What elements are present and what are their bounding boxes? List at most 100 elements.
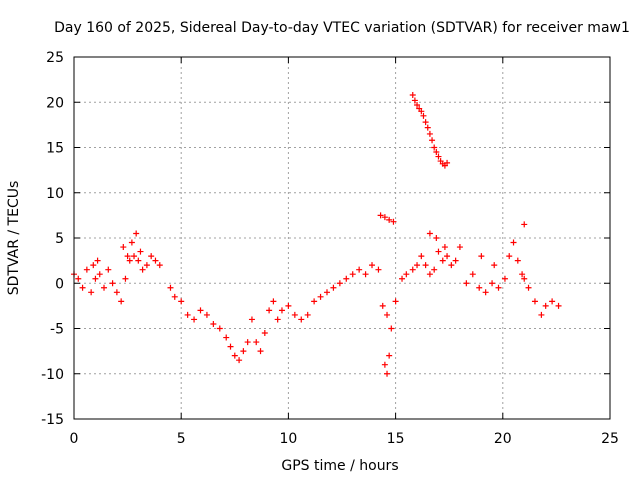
data-point [418, 108, 425, 115]
data-point [356, 266, 363, 273]
data-point [343, 275, 350, 282]
data-point [257, 348, 264, 355]
data-point [143, 262, 150, 269]
data-point [133, 230, 140, 237]
data-point [128, 239, 135, 246]
data-point [261, 330, 268, 337]
data-point [426, 230, 433, 237]
gridlines [74, 57, 610, 419]
data-point [422, 119, 429, 126]
y-tick-label: -5 [50, 322, 64, 338]
data-point [424, 124, 431, 131]
data-point [555, 302, 562, 309]
data-point [510, 239, 517, 246]
axis-ticks: 0 5 10 15 20 25 -15 -10 -5 0 5 10 15 20 25 [41, 50, 619, 447]
data-point [452, 257, 459, 264]
data-point [495, 284, 502, 291]
data-point [349, 271, 356, 278]
data-point [433, 149, 440, 156]
plot-frame [73, 56, 611, 420]
data-point [386, 352, 393, 359]
data-point [420, 112, 427, 119]
y-tick-label: 10 [46, 186, 64, 202]
y-tick-label: -15 [41, 412, 64, 428]
data-point [178, 298, 185, 305]
y-tick-label: -10 [41, 367, 64, 383]
data-point [525, 284, 532, 291]
data-point [431, 144, 438, 151]
data-point [184, 311, 191, 318]
data-point [441, 244, 448, 251]
data-point [444, 253, 451, 260]
data-point [409, 266, 416, 273]
data-point [418, 253, 425, 260]
data-point [549, 298, 556, 305]
data-point [266, 307, 273, 314]
x-tick-label: 0 [70, 431, 79, 447]
data-point [489, 280, 496, 287]
data-point [139, 266, 146, 273]
data-point [478, 253, 485, 260]
data-point [538, 311, 545, 318]
data-point [253, 339, 260, 346]
data-point [379, 302, 386, 309]
data-point [210, 320, 217, 327]
data-point [227, 343, 234, 350]
data-point [75, 275, 82, 282]
data-point [439, 257, 446, 264]
data-point [390, 218, 397, 225]
data-point [521, 221, 528, 228]
data-point [403, 271, 410, 278]
data-point [476, 284, 483, 291]
x-tick-label: 5 [177, 431, 186, 447]
data-point [362, 271, 369, 278]
data-point [90, 262, 97, 269]
x-tick-label: 25 [601, 431, 619, 447]
data-point [542, 302, 549, 309]
data-point [118, 298, 125, 305]
data-point [135, 257, 142, 264]
data-point [96, 271, 103, 278]
data-point [248, 316, 255, 323]
data-point [463, 280, 470, 287]
data-point [501, 275, 508, 282]
data-point [386, 216, 393, 223]
data-point [148, 253, 155, 260]
y-tick-label: 5 [55, 231, 64, 247]
data-point [88, 289, 95, 296]
data-point [444, 159, 451, 166]
data-point [414, 262, 421, 269]
data-point [223, 334, 230, 341]
data-point [137, 248, 144, 255]
y-axis-label: SDTVAR / TECUs [6, 181, 22, 296]
data-point [519, 271, 526, 278]
data-point [101, 284, 108, 291]
data-point [105, 266, 112, 273]
data-point [203, 311, 210, 318]
data-point [156, 262, 163, 269]
y-tick-label: 0 [55, 276, 64, 292]
data-point [270, 298, 277, 305]
data-point [448, 262, 455, 269]
data-point [330, 284, 337, 291]
data-point [304, 311, 311, 318]
data-point [469, 271, 476, 278]
data-point [384, 311, 391, 318]
y-tick-label: 25 [46, 50, 64, 66]
data-point [244, 339, 251, 346]
y-tick-label: 20 [46, 95, 64, 111]
data-point [435, 153, 442, 160]
data-point [369, 262, 376, 269]
data-point [531, 298, 538, 305]
data-point [433, 235, 440, 241]
chart-title: Day 160 of 2025, Sidereal Day-to-day VTE… [54, 20, 630, 36]
data-point [336, 280, 343, 287]
data-point [131, 253, 138, 260]
data-point [514, 257, 521, 264]
x-tick-label: 20 [494, 431, 512, 447]
data-point [126, 257, 133, 264]
data-point [456, 244, 463, 251]
data-point [197, 307, 204, 314]
data-point [191, 316, 198, 323]
data-point [109, 280, 116, 287]
